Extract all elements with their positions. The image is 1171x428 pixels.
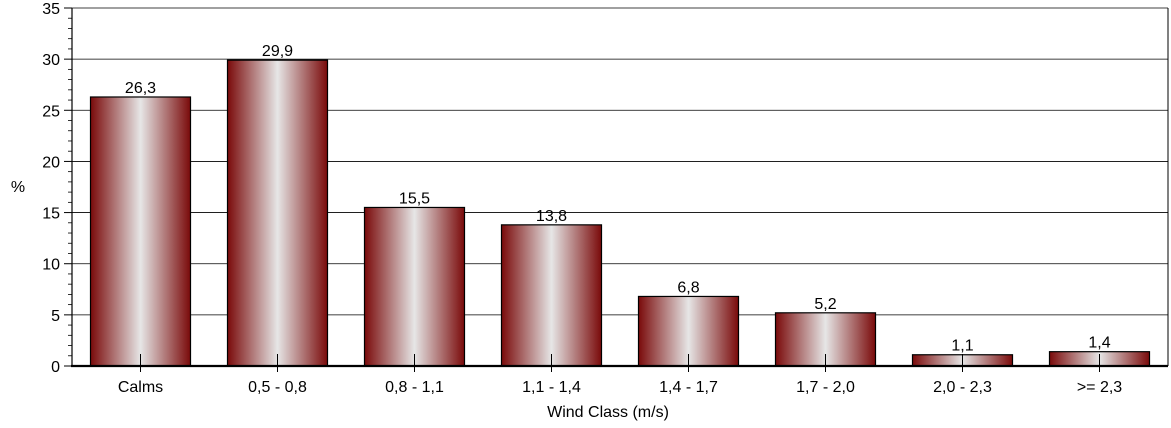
y-tick-label: 10 — [42, 257, 60, 274]
x-tick-label: 0,8 - 1,1 — [385, 379, 444, 396]
y-tick-label: 5 — [51, 308, 60, 325]
y-axis-title: % — [11, 179, 25, 196]
bar — [226, 59, 329, 367]
data-label: 6,8 — [677, 279, 699, 296]
data-label: 13,8 — [536, 208, 567, 225]
x-tick-label: 2,0 - 2,3 — [933, 379, 992, 396]
x-tick-label: 0,5 - 0,8 — [248, 379, 307, 396]
data-label: 29,9 — [262, 43, 293, 60]
x-tick-label: 1,1 - 1,4 — [522, 379, 581, 396]
data-label: 26,3 — [125, 80, 156, 97]
x-tick-label: Calms — [118, 379, 163, 396]
x-tick-label: 1,7 - 2,0 — [796, 379, 855, 396]
bars — [89, 59, 1151, 367]
x-tick-label: >= 2,3 — [1077, 379, 1122, 396]
x-tick-label: 1,4 - 1,7 — [659, 379, 718, 396]
y-tick-label: 30 — [42, 52, 60, 69]
data-label: 1,4 — [1088, 335, 1110, 352]
y-tick-label: 20 — [42, 154, 60, 171]
data-label: 5,2 — [814, 296, 836, 313]
bar — [363, 206, 466, 367]
axes — [64, 7, 1169, 372]
data-label: 15,5 — [399, 190, 430, 207]
bar — [500, 224, 603, 367]
y-tick-label: 25 — [42, 103, 60, 120]
x-axis-title: Wind Class (m/s) — [547, 404, 669, 421]
y-tick-label: 0 — [51, 359, 60, 376]
y-tick-label: 35 — [42, 1, 60, 18]
data-label: 1,1 — [951, 338, 973, 355]
labels: 26,3 Calms 29,9 0,5 - 0,8 15,5 0,8 - 1,1 13,8 1… — [42, 1, 1122, 396]
y-tick-label: 15 — [42, 206, 60, 223]
bar — [89, 96, 192, 367]
